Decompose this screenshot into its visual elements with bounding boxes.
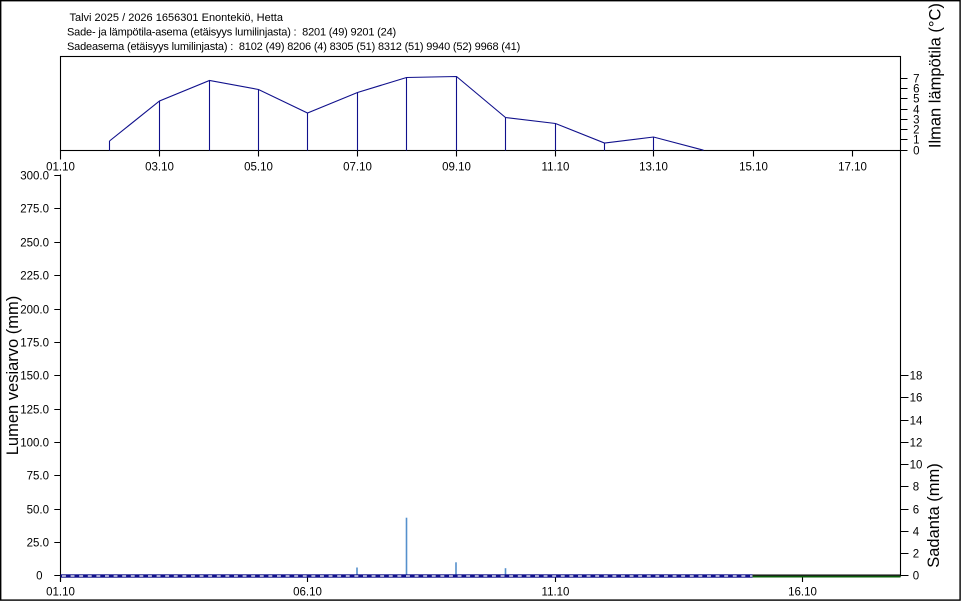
svg-text:2: 2 (913, 124, 919, 136)
svg-text:175.0: 175.0 (20, 337, 49, 349)
svg-text:6: 6 (913, 504, 919, 516)
svg-text:200.0: 200.0 (20, 304, 49, 316)
svg-text:6: 6 (913, 83, 919, 95)
svg-text:01.10: 01.10 (46, 587, 75, 599)
svg-text:Ilman lämpötila (°C): Ilman lämpötila (°C) (927, 3, 945, 148)
svg-text:12: 12 (910, 437, 923, 449)
svg-text:25.0: 25.0 (27, 537, 49, 549)
svg-text:11.10: 11.10 (542, 587, 570, 599)
svg-text:4: 4 (913, 104, 920, 116)
svg-text:50.0: 50.0 (27, 504, 49, 516)
svg-text:225.0: 225.0 (20, 270, 49, 282)
svg-text:7: 7 (913, 73, 919, 85)
svg-text:11.10: 11.10 (542, 162, 570, 174)
svg-text:07.10: 07.10 (343, 162, 372, 174)
svg-text:05.10: 05.10 (244, 162, 273, 174)
svg-text:06.10: 06.10 (293, 587, 322, 599)
svg-text:100.0: 100.0 (20, 437, 49, 449)
svg-text:0: 0 (913, 570, 919, 582)
svg-text:Sadanta (mm): Sadanta (mm) (925, 463, 943, 568)
svg-text:1: 1 (913, 134, 919, 146)
svg-text:0: 0 (36, 570, 42, 582)
svg-text:2: 2 (913, 548, 919, 560)
svg-text:5: 5 (913, 93, 919, 105)
svg-text:18: 18 (910, 370, 923, 382)
svg-text:3: 3 (913, 114, 919, 126)
svg-text:4: 4 (913, 526, 920, 538)
svg-text:13.10: 13.10 (639, 162, 668, 174)
svg-text:Sade- ja lämpötila-asema (etäi: Sade- ja lämpötila-asema (etäisyys lumil… (67, 27, 396, 39)
svg-text:75.0: 75.0 (27, 470, 49, 482)
svg-text:09.10: 09.10 (442, 162, 471, 174)
svg-text:150.0: 150.0 (20, 370, 49, 382)
svg-text:300.0: 300.0 (20, 170, 49, 182)
svg-text:01.10: 01.10 (46, 162, 75, 174)
svg-text:Talvi 2025 / 2026 1656301 Enon: Talvi 2025 / 2026 1656301 Enontekiö, Het… (70, 12, 284, 24)
svg-text:16.10: 16.10 (788, 587, 817, 599)
svg-text:125.0: 125.0 (20, 404, 49, 416)
svg-text:Lumen vesiarvo (mm): Lumen vesiarvo (mm) (4, 296, 22, 456)
svg-text:275.0: 275.0 (20, 203, 49, 215)
svg-text:17.10: 17.10 (838, 162, 867, 174)
svg-text:03.10: 03.10 (145, 162, 174, 174)
svg-text:0: 0 (913, 145, 919, 157)
svg-text:14: 14 (910, 415, 923, 427)
svg-text:250.0: 250.0 (20, 237, 49, 249)
svg-text:16: 16 (910, 392, 923, 404)
svg-text:10: 10 (910, 459, 923, 471)
svg-text:15.10: 15.10 (739, 162, 768, 174)
svg-text:8: 8 (913, 481, 919, 493)
svg-text:Sadeasema (etäisyys lumilinjas: Sadeasema (etäisyys lumilinjasta) : 8102… (67, 41, 520, 53)
